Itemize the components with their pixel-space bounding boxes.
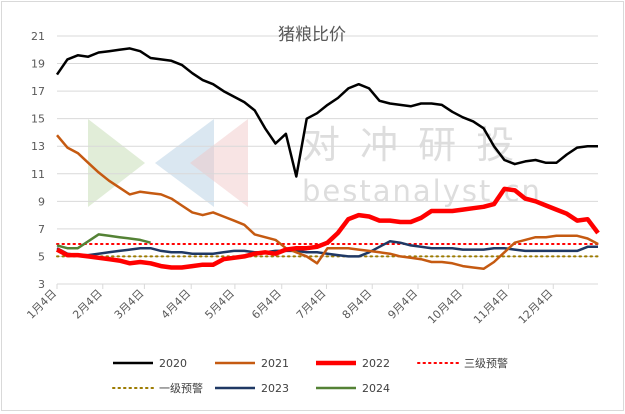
legend-label: 2022	[362, 357, 390, 370]
y-tick-label: 5	[38, 250, 45, 263]
x-tick-label: 1月4日	[24, 287, 59, 322]
x-tick-label: 6月4日	[249, 287, 284, 322]
y-axis: 3 5 7 9 11 13 15 17 19 21	[31, 30, 45, 291]
y-tick-label: 7	[38, 223, 45, 236]
x-tick-label: 8月4日	[340, 287, 375, 322]
watermark-triangle-green	[88, 119, 145, 207]
series-line-2024	[56, 233, 151, 250]
legend-item-一级预警: 一级预警	[112, 381, 203, 395]
legend-item-2023: 2023	[215, 382, 289, 395]
x-tick-label: 3月4日	[112, 287, 147, 322]
y-tick-label: 15	[31, 113, 45, 126]
x-tick-label: 12月4日	[516, 287, 556, 327]
x-tick-label: 7月4日	[294, 287, 329, 322]
x-tick-label: 9月4日	[385, 287, 420, 322]
y-tick-label: 21	[31, 30, 45, 43]
legend-label: 2024	[362, 382, 390, 395]
x-axis: 1月4日 2月4日 3月4日 4月4日 5月4日 6月4日 7月4日 8月4日 9月4日 10月4…	[24, 284, 555, 327]
series-line-2020	[55, 47, 598, 178]
x-tick-label: 4月4日	[159, 287, 194, 322]
legend-label: 一级预警	[159, 381, 203, 395]
legend-item-三级预警: 三级预警	[417, 356, 508, 370]
legend-item-2020: 2020	[113, 357, 187, 370]
legend-label: 三级预警	[464, 356, 508, 370]
x-tick-label: 2月4日	[70, 287, 105, 322]
legend-item-2024: 2024	[316, 382, 390, 395]
y-tick-label: 9	[38, 195, 45, 208]
y-tick-label: 3	[38, 278, 45, 291]
watermark-cn-text: 对 冲 研 投	[302, 123, 518, 167]
watermark-triangle-blue	[155, 119, 214, 207]
y-tick-label: 19	[31, 58, 45, 71]
series-line-2022	[55, 186, 600, 270]
legend-label: 2021	[261, 357, 289, 370]
chart-title: 猪粮比价	[278, 25, 346, 45]
legend-label: 2023	[261, 382, 289, 395]
series-line-2021	[56, 134, 599, 271]
x-tick-label: 10月4日	[425, 287, 465, 327]
x-tick-label: 11月4日	[471, 287, 511, 327]
legend-label: 2020	[159, 357, 187, 370]
x-tick-label: 5月4日	[202, 287, 237, 322]
legend-item-2021: 2021	[215, 357, 289, 370]
y-tick-label: 13	[31, 140, 45, 153]
watermark-triangle-red	[190, 119, 248, 207]
pig-grain-ratio-chart: 对 冲 研 投 bestanalyst.cn 3579111315171921 …	[24, 25, 600, 395]
legend-item-2022: 2022	[316, 357, 390, 370]
series-lines	[55, 47, 600, 271]
y-tick-label: 11	[31, 168, 45, 181]
y-tick-label: 17	[31, 85, 45, 98]
